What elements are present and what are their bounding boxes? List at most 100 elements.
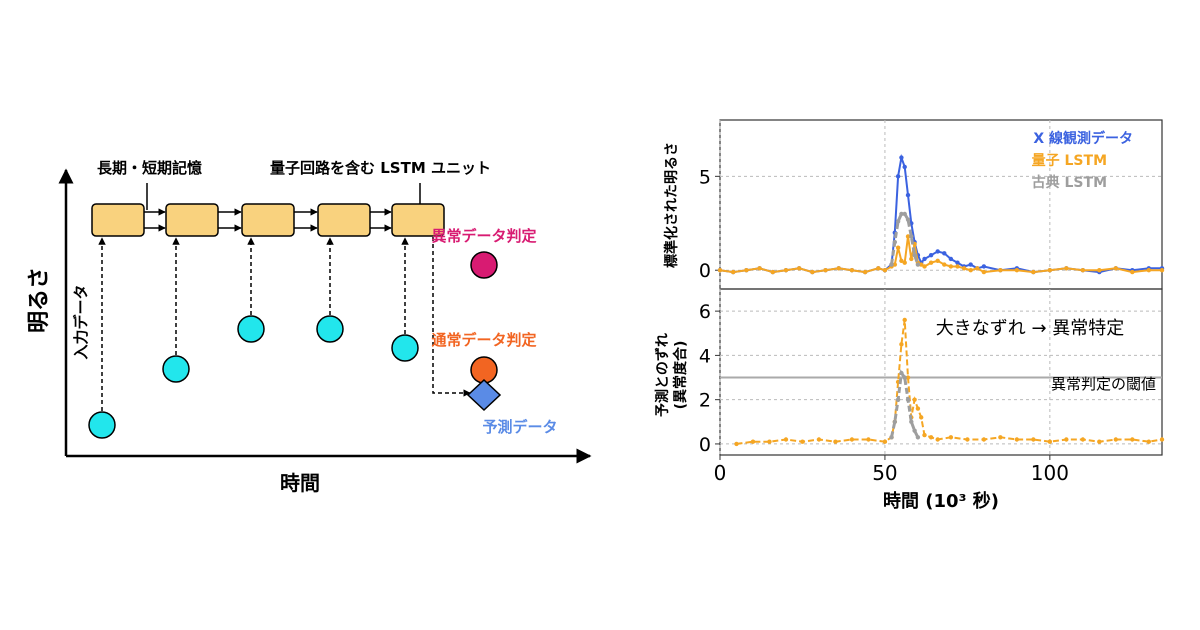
data-point (1047, 268, 1053, 273)
data-point (981, 437, 987, 442)
data-point (899, 370, 904, 376)
lstm-diagram: 明るさ 時間 長期・短期記憶 量子回路を含む LSTM ユニット 入力データ 異… (27, 159, 592, 495)
data-point (892, 262, 898, 267)
data-point (823, 268, 828, 273)
data-point (912, 253, 917, 258)
data-point (767, 439, 772, 444)
data-point (919, 262, 924, 267)
data-point (915, 262, 921, 267)
data-point (1130, 437, 1135, 442)
chart2-ylabel: 予測とのずれ (異常度合) (654, 333, 689, 417)
data-point (902, 164, 907, 170)
chart1-ylabel: 標準化された明るさ (663, 142, 680, 268)
data-point (1031, 437, 1036, 442)
lstm-units (91, 203, 445, 237)
anomaly-judgement-label: 異常データ判定 (431, 227, 536, 245)
ylabel-line: (異常度合) (672, 341, 689, 410)
anomaly-judgement-circle (470, 251, 498, 279)
data-point (734, 441, 739, 447)
lstm-unit (91, 203, 145, 237)
data-point (948, 256, 954, 262)
data-point (1014, 437, 1020, 442)
memory-label: 長期・短期記憶 (97, 159, 202, 177)
data-point (928, 435, 934, 440)
deviation-chart: 0 2 4 6 0 50 100 (699, 288, 1165, 485)
data-point (922, 256, 927, 262)
data-point (909, 234, 914, 239)
data-point (1031, 269, 1036, 275)
data-point (717, 268, 723, 273)
data-point (862, 269, 868, 275)
output-arrow (432, 237, 471, 397)
data-point (889, 262, 894, 267)
data-point (1130, 269, 1135, 275)
y-tick-label: 4 (699, 345, 711, 367)
data-point (1113, 266, 1119, 271)
chart1-legend: X 線観測データ 量子 LSTM 古典 LSTM (1032, 130, 1133, 191)
data-point (905, 192, 911, 198)
data-point (912, 397, 917, 402)
data-point (744, 268, 749, 273)
data-point (849, 268, 855, 273)
data-point (895, 245, 901, 250)
data-point (836, 266, 841, 271)
data-point (935, 249, 940, 254)
data-point (1097, 268, 1102, 273)
data-point (1113, 437, 1119, 442)
y-tick-label: 6 (699, 301, 711, 323)
data-point (899, 155, 904, 160)
data-point (905, 397, 911, 402)
input-points (88, 315, 419, 439)
data-point (902, 317, 907, 323)
data-point (942, 262, 947, 267)
legend-quantum-lstm: 量子 LSTM (1032, 153, 1107, 169)
x-tick-label: 50 (872, 461, 897, 485)
data-point (1159, 437, 1165, 442)
brightness-chart: 05 (699, 119, 1165, 290)
data-point (810, 269, 815, 275)
data-point (892, 239, 898, 245)
data-point (922, 432, 927, 438)
data-point (965, 437, 970, 442)
lstm-unit (241, 203, 295, 237)
data-point (955, 264, 960, 269)
data-point (909, 256, 914, 262)
data-point (882, 439, 888, 444)
data-point (975, 266, 980, 271)
prediction-diamond (466, 378, 502, 412)
y-tick-label: 0 (699, 260, 711, 282)
data-point (912, 428, 917, 433)
data-point (915, 406, 921, 411)
data-point (1146, 268, 1152, 273)
data-point (899, 258, 904, 264)
data-point (889, 435, 894, 440)
input-data-label: 入力データ (72, 284, 90, 359)
data-point (876, 266, 881, 271)
input-data-point (391, 334, 419, 362)
data-point (899, 211, 904, 217)
data-point (902, 375, 907, 380)
data-point (922, 264, 927, 269)
data-point (902, 211, 907, 217)
chart2-xlabel: 時間 (10³ 秒) (883, 490, 999, 512)
data-point (895, 397, 901, 402)
data-point (899, 342, 904, 347)
data-point (866, 437, 871, 442)
data-point (1064, 437, 1069, 442)
data-point (928, 253, 934, 258)
prediction-label: 予測データ (482, 418, 557, 436)
plot-frame (719, 288, 1163, 456)
data-point (1097, 439, 1102, 444)
data-point (730, 269, 736, 275)
series-line (890, 369, 920, 438)
data-point (909, 419, 914, 424)
input-data-point (237, 315, 265, 343)
data-point (998, 268, 1003, 273)
data-point (783, 268, 789, 273)
lstm-unit (317, 203, 371, 237)
legend-xray: X 線観測データ (1033, 130, 1133, 147)
x-axis-label: 時間 (280, 471, 320, 495)
deviation-annotation: 大きなずれ → 異常特定 (936, 318, 1125, 339)
data-point (968, 262, 973, 267)
